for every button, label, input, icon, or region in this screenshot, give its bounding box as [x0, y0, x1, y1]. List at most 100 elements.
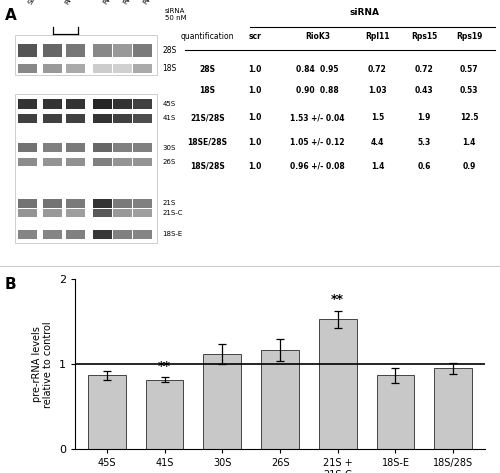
Text: 1.5: 1.5	[371, 113, 384, 122]
Bar	[18, 44, 37, 57]
Text: 0.90  0.88: 0.90 0.88	[296, 86, 339, 95]
Text: Rpl11: Rpl11	[365, 32, 390, 41]
Text: Scramble: Scramble	[28, 0, 49, 5]
Text: 18S: 18S	[200, 86, 216, 95]
Bar	[43, 44, 62, 57]
Bar	[93, 64, 112, 73]
Text: 18S-E: 18S-E	[162, 231, 183, 237]
Bar	[66, 99, 84, 109]
Bar	[93, 99, 112, 109]
Text: 1.9: 1.9	[418, 113, 430, 122]
Text: 21S/28S: 21S/28S	[190, 113, 225, 122]
Text: 21S-C: 21S-C	[162, 210, 183, 216]
Y-axis label: pre-rRNA levels
relative to control: pre-rRNA levels relative to control	[32, 321, 54, 408]
Text: 28S: 28S	[200, 65, 216, 74]
Text: Rpl11: Rpl11	[102, 0, 118, 5]
Text: 18S/28S: 18S/28S	[190, 162, 225, 171]
Text: 1.53 +/- 0.04: 1.53 +/- 0.04	[290, 113, 345, 122]
Text: 28S: 28S	[162, 46, 177, 55]
Text: 1.0: 1.0	[248, 65, 262, 74]
Bar	[66, 158, 84, 166]
Bar	[93, 44, 112, 57]
Bar	[93, 230, 112, 238]
Bar	[113, 44, 132, 57]
Bar	[15, 95, 158, 243]
Text: 21S: 21S	[162, 200, 176, 206]
Text: 0.9: 0.9	[462, 162, 475, 171]
Text: 18SE/28S: 18SE/28S	[188, 138, 228, 147]
Text: 0.43: 0.43	[414, 86, 434, 95]
Bar	[113, 158, 132, 166]
Text: 1.0: 1.0	[248, 162, 262, 171]
Bar	[113, 64, 132, 73]
Bar	[18, 114, 37, 123]
Bar	[43, 143, 62, 152]
Bar	[43, 230, 62, 238]
Bar	[133, 64, 152, 73]
Text: Rps19: Rps19	[142, 0, 158, 5]
Bar	[133, 99, 152, 109]
Bar	[319, 319, 356, 449]
Text: 0.53: 0.53	[460, 86, 478, 95]
Text: 1.0: 1.0	[248, 86, 262, 95]
Text: 1.03: 1.03	[368, 86, 387, 95]
Text: 18S: 18S	[162, 64, 177, 73]
Bar	[66, 230, 84, 238]
Bar	[93, 143, 112, 152]
Text: **: **	[158, 360, 171, 373]
Bar	[18, 64, 37, 73]
Bar	[146, 379, 184, 449]
Bar	[133, 210, 152, 217]
Bar	[93, 114, 112, 123]
Text: 0.72: 0.72	[368, 65, 387, 74]
Bar	[43, 199, 62, 208]
Bar	[43, 114, 62, 123]
Bar	[18, 199, 37, 208]
Bar	[43, 99, 62, 109]
Bar	[43, 210, 62, 217]
Bar	[66, 114, 84, 123]
Bar	[113, 99, 132, 109]
Text: Riok3: Riok3	[64, 0, 79, 5]
Text: Rps19: Rps19	[456, 32, 482, 41]
Bar	[18, 158, 37, 166]
Text: scr: scr	[248, 32, 262, 41]
Text: 45S: 45S	[162, 101, 175, 107]
Text: 12.5: 12.5	[460, 113, 478, 122]
Bar	[93, 158, 112, 166]
Bar	[434, 368, 472, 449]
Bar	[133, 230, 152, 238]
Text: 0.6: 0.6	[418, 162, 430, 171]
Bar	[133, 199, 152, 208]
Text: Rps15: Rps15	[411, 32, 437, 41]
Bar	[43, 64, 62, 73]
Text: 0.96 +/- 0.08: 0.96 +/- 0.08	[290, 162, 345, 171]
Text: 4.4: 4.4	[371, 138, 384, 147]
Bar	[93, 210, 112, 217]
Bar	[113, 114, 132, 123]
Text: 30S: 30S	[162, 145, 176, 151]
Text: 1.4: 1.4	[371, 162, 384, 171]
Bar	[113, 230, 132, 238]
Text: 1.0: 1.0	[248, 113, 262, 122]
Bar	[133, 143, 152, 152]
Bar	[66, 143, 84, 152]
Text: Rps15: Rps15	[122, 0, 138, 5]
Text: RioK3: RioK3	[305, 32, 330, 41]
Text: siRNA: siRNA	[350, 8, 380, 17]
Bar	[66, 199, 84, 208]
Bar	[204, 354, 241, 449]
Bar	[18, 210, 37, 217]
Text: 41S: 41S	[162, 115, 176, 121]
Bar	[18, 230, 37, 238]
Bar	[133, 44, 152, 57]
Bar	[66, 210, 84, 217]
Bar	[133, 158, 152, 166]
Text: A: A	[5, 8, 17, 23]
Text: 0.57: 0.57	[460, 65, 478, 74]
Text: 1.05 +/- 0.12: 1.05 +/- 0.12	[290, 138, 345, 147]
Bar	[113, 210, 132, 217]
Bar	[15, 35, 158, 76]
Text: **: **	[331, 293, 344, 307]
Bar	[18, 99, 37, 109]
